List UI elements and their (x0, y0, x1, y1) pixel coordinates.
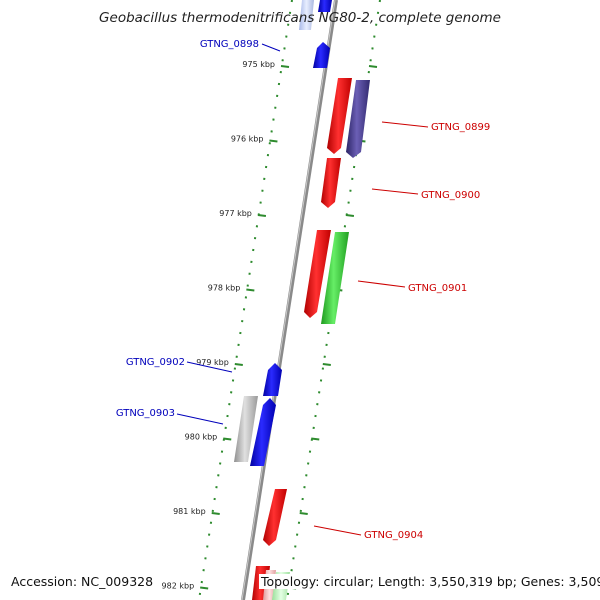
leader-gtng-0903 (176, 413, 224, 425)
tick-mark-forward-980 (311, 437, 320, 441)
page-title: Geobacillus thermodenitrificans NG80-2, … (99, 10, 501, 26)
genome-backbone-highlight (241, 0, 336, 600)
gene-leaders (176, 43, 429, 536)
tick-label-981: 981 kbp (173, 507, 206, 516)
genome-backbone (241, 0, 338, 600)
tick-label-979: 979 kbp (196, 358, 229, 367)
label-gtng-0902[interactable]: GTNG_0902 (126, 357, 185, 368)
tick-label-980: 980 kbp (185, 433, 218, 442)
tick-label-982: 982 kbp (162, 582, 195, 591)
tick-mark-forward-975 (368, 65, 378, 68)
tick-label-975: 975 kbp (242, 60, 275, 69)
accession-text: Accession: NC_009328 (9, 574, 156, 589)
label-gtng-0899[interactable]: GTNG_0899 (431, 122, 490, 133)
tick-mark-reverse-980 (223, 437, 232, 441)
gene-gtng-0903[interactable] (250, 398, 276, 466)
label-gtng-0901[interactable]: GTNG_0901 (408, 283, 467, 294)
tick-label-978: 978 kbp (208, 284, 241, 293)
gene-gtng-0900[interactable] (321, 158, 341, 208)
label-gtng-0900[interactable]: GTNG_0900 (421, 190, 480, 201)
tick-mark-reverse-981 (211, 512, 220, 515)
leader-gtng-0899 (381, 121, 429, 128)
gene-red-0901-neighbor[interactable] (304, 230, 331, 318)
gene-gray-0903-neighbor[interactable] (234, 396, 258, 462)
tick-mark-forward-979 (322, 363, 331, 366)
reverse-tick-track (198, 0, 293, 600)
tick-mark-forward-977 (345, 214, 355, 217)
tick-label-976: 976 kbp (231, 135, 264, 144)
gene-partial-top-light[interactable] (299, 0, 314, 30)
label-gtng-0898[interactable]: GTNG_0898 (200, 39, 259, 50)
gene-partial-top-blue[interactable] (318, 0, 332, 12)
tick-mark-reverse-975 (280, 65, 290, 68)
label-gtng-0903[interactable]: GTNG_0903 (116, 408, 175, 419)
forward-tick-track (286, 0, 381, 600)
leader-gtng-0904 (313, 525, 362, 536)
gene-gtng-0901[interactable] (321, 232, 349, 324)
gene-labels: GTNG_0898 GTNG_0899 GTNG_0900 GTNG_0901 … (116, 39, 490, 541)
leader-gtng-0900 (371, 188, 419, 195)
tick-layer: 975 kbp 976 kbp 977 kbp 978 kbp 979 kbp 980 k… (162, 60, 378, 591)
label-gtng-0904[interactable]: GTNG_0904 (364, 530, 423, 541)
leader-gtng-0898 (261, 43, 281, 52)
tick-mark-reverse-982 (200, 586, 209, 590)
gene-gtng-0902[interactable] (263, 363, 282, 396)
leader-gtng-0901 (357, 280, 406, 288)
tick-mark-reverse-976 (269, 139, 278, 143)
leader-gtng-0902 (186, 361, 233, 373)
gene-gtng-0898[interactable] (313, 42, 330, 68)
gene-gtng-0904[interactable] (263, 489, 287, 546)
tick-mark-reverse-978 (246, 288, 255, 292)
tick-label-977: 977 kbp (219, 209, 252, 218)
gene-red-0899-neighbor[interactable] (327, 78, 352, 154)
gene-gtng-0899[interactable] (346, 80, 370, 158)
genome-summary-text: Topology: circular; Length: 3,550,319 bp… (259, 574, 600, 589)
gene-features (234, 0, 370, 600)
tick-mark-reverse-979 (234, 363, 243, 366)
tick-mark-forward-981 (299, 512, 308, 515)
tick-mark-reverse-977 (257, 214, 267, 217)
